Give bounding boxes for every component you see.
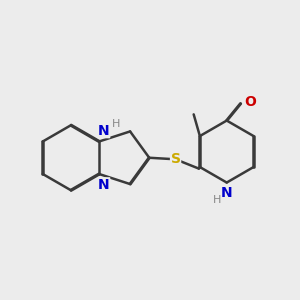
Text: H: H [213, 195, 222, 205]
Text: H: H [112, 119, 120, 129]
Text: N: N [98, 178, 110, 192]
Text: S: S [171, 152, 181, 166]
Text: O: O [244, 95, 256, 109]
Text: N: N [98, 124, 110, 138]
Text: N: N [221, 186, 232, 200]
